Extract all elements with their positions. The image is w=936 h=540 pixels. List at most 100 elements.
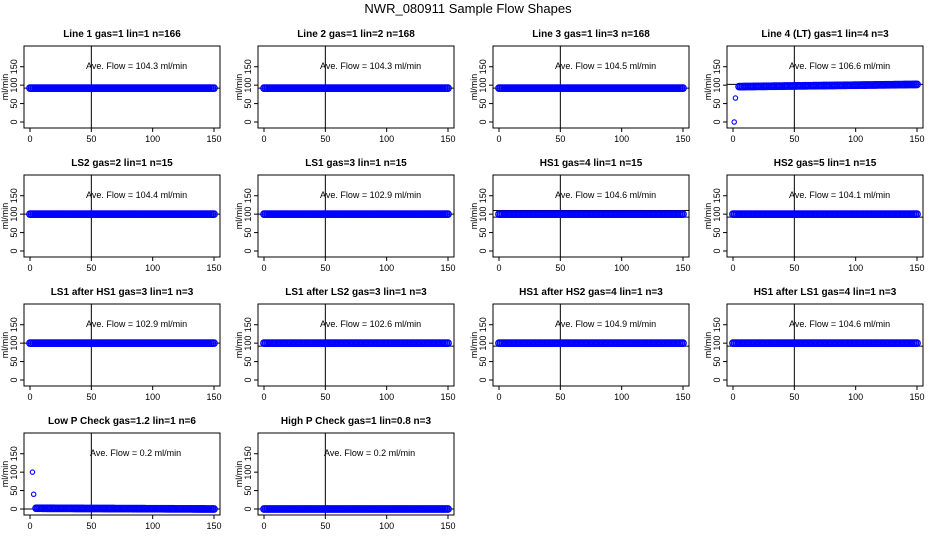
y-axis-label: ml/min bbox=[234, 332, 244, 359]
data-point bbox=[444, 339, 452, 348]
panel-title: Line 3 gas=1 lin=3 n=168 bbox=[532, 29, 650, 40]
data-point bbox=[679, 84, 687, 93]
x-tick-label: 0 bbox=[261, 392, 266, 402]
x-tick-label: 100 bbox=[379, 392, 394, 402]
panel-3: Line 3 gas=1 lin=3 n=168 0 50 100 150 0 50 100 1… bbox=[469, 29, 691, 144]
panel-title: Line 2 gas=1 lin=2 n=168 bbox=[297, 29, 415, 40]
x-tick-label: 0 bbox=[730, 392, 735, 402]
y-tick-label: 150 bbox=[9, 446, 19, 461]
x-tick-label: 50 bbox=[320, 521, 330, 531]
y-tick-label: 0 bbox=[243, 377, 253, 382]
x-tick-label: 150 bbox=[440, 263, 455, 273]
x-tick-label: 0 bbox=[261, 263, 266, 273]
panel-title: High P Check gas=1 lin=0.8 n=3 bbox=[281, 416, 432, 427]
panel-8: HS2 gas=5 lin=1 n=150 50 100 150050100150ml… bbox=[703, 158, 925, 273]
average-flow-annotation: Ave. Flow = 0.2 ml/min bbox=[90, 448, 181, 458]
x-tick-label: 50 bbox=[86, 263, 96, 273]
data-point bbox=[29, 469, 36, 475]
data-point bbox=[913, 339, 921, 348]
data-point bbox=[731, 119, 737, 125]
panel-11: HS1 after HS2 gas=4 lin=1 n=3 0 50 100 150 0 5… bbox=[469, 287, 691, 402]
y-tick-label: 50 bbox=[9, 228, 19, 238]
plot-frame bbox=[23, 303, 221, 387]
x-tick-label: 50 bbox=[555, 392, 565, 402]
y-axis-label: ml/min bbox=[469, 203, 479, 230]
panel-title: HS2 gas=5 lin=1 n=15 bbox=[774, 158, 877, 169]
y-axis-label: ml/min bbox=[703, 74, 713, 101]
panel-9: LS1 after HS1 gas=3 lin=1 n=3 0 50 100 150 0 5… bbox=[0, 287, 222, 402]
data-point bbox=[444, 210, 452, 219]
y-tick-label: 150 bbox=[478, 188, 488, 203]
x-tick-label: 50 bbox=[320, 392, 330, 402]
panel-title: LS2 gas=2 lin=1 n=15 bbox=[71, 158, 173, 169]
y-tick-label: 0 bbox=[478, 377, 488, 382]
y-tick-label: 100 bbox=[712, 78, 722, 93]
y-tick-label: 0 bbox=[243, 506, 253, 511]
y-tick-label: 150 bbox=[243, 59, 253, 74]
y-axis-label: ml/min bbox=[469, 74, 479, 101]
x-tick-label: 100 bbox=[145, 263, 160, 273]
y-axis-label: ml/min bbox=[0, 74, 10, 101]
y-tick-label: 50 bbox=[9, 357, 19, 367]
x-tick-label: 100 bbox=[145, 392, 160, 402]
panel-title: Line 4 (LT) gas=1 lin=4 n=3 bbox=[761, 29, 889, 40]
y-tick-label: 150 bbox=[243, 188, 253, 203]
x-tick-label: 50 bbox=[789, 263, 799, 273]
y-axis-label: ml/min bbox=[234, 461, 244, 488]
data-point bbox=[679, 339, 687, 348]
y-tick-label: 100 bbox=[9, 465, 19, 480]
average-flow-annotation: Ave. Flow = 106.6 ml/min bbox=[789, 61, 890, 71]
y-tick-label: 100 bbox=[9, 336, 19, 351]
y-tick-label: 50 bbox=[9, 486, 19, 496]
y-tick-label: 0 bbox=[243, 248, 253, 253]
y-tick-label: 0 bbox=[9, 506, 19, 511]
x-tick-label: 100 bbox=[379, 263, 394, 273]
y-tick-label: 0 bbox=[243, 119, 253, 124]
plot-frame bbox=[492, 45, 690, 129]
plot-frame bbox=[23, 174, 221, 258]
average-flow-annotation: Ave. Flow = 104.3 ml/min bbox=[320, 61, 421, 71]
x-tick-label: 50 bbox=[789, 134, 799, 144]
y-tick-label: 50 bbox=[712, 228, 722, 238]
x-tick-label: 0 bbox=[27, 521, 32, 531]
x-tick-label: 0 bbox=[261, 134, 266, 144]
data-point bbox=[444, 505, 452, 513]
panel-4: Line 4 (LT) gas=1 lin=4 n=3 0 50 100 150 0 50 1… bbox=[703, 29, 925, 144]
data-point bbox=[30, 491, 37, 498]
average-flow-annotation: Ave. Flow = 104.4 ml/min bbox=[86, 190, 187, 200]
data-point bbox=[210, 210, 218, 219]
y-axis-label: ml/min bbox=[234, 203, 244, 230]
y-tick-label: 100 bbox=[478, 207, 488, 222]
average-flow-annotation: Ave. Flow = 104.5 ml/min bbox=[555, 61, 656, 71]
x-tick-label: 100 bbox=[614, 134, 629, 144]
y-tick-label: 150 bbox=[478, 59, 488, 74]
plot-frame bbox=[726, 174, 924, 258]
x-tick-label: 150 bbox=[675, 392, 690, 402]
y-tick-label: 50 bbox=[478, 99, 488, 109]
y-tick-label: 150 bbox=[712, 59, 722, 74]
y-tick-label: 100 bbox=[243, 78, 253, 93]
y-tick-label: 100 bbox=[243, 207, 253, 222]
y-tick-label: 100 bbox=[478, 78, 488, 93]
y-tick-label: 50 bbox=[478, 357, 488, 367]
panel-title: LS1 gas=3 lin=1 n=15 bbox=[305, 158, 407, 169]
y-axis-label: ml/min bbox=[234, 74, 244, 101]
y-axis-label: ml/min bbox=[703, 203, 713, 230]
x-tick-label: 50 bbox=[86, 134, 96, 144]
data-point bbox=[732, 95, 739, 101]
y-tick-label: 50 bbox=[243, 357, 253, 367]
x-tick-label: 150 bbox=[440, 134, 455, 144]
y-tick-label: 50 bbox=[712, 357, 722, 367]
panel-10: LS1 after LS2 gas=3 lin=1 n=3 0 50 100 150 0 5… bbox=[234, 287, 456, 402]
y-tick-label: 50 bbox=[243, 228, 253, 238]
y-tick-label: 150 bbox=[9, 188, 19, 203]
x-tick-label: 100 bbox=[848, 392, 863, 402]
x-tick-label: 0 bbox=[496, 392, 501, 402]
panel-14: High P Check gas=1 lin=0.8 n=3 0 50 100 150 0… bbox=[234, 416, 456, 531]
y-tick-label: 150 bbox=[9, 317, 19, 332]
panel-title: LS1 after HS1 gas=3 lin=1 n=3 bbox=[51, 287, 194, 298]
plot-frame bbox=[726, 45, 924, 129]
x-tick-label: 0 bbox=[27, 263, 32, 273]
y-tick-label: 0 bbox=[712, 377, 722, 382]
